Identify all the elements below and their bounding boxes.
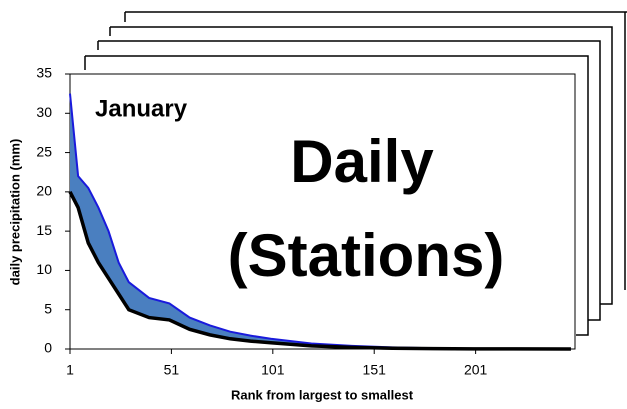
frame — [125, 11, 627, 290]
big-title: (Stations) — [228, 222, 505, 289]
y-tick-label: 10 — [36, 261, 52, 277]
y-tick-label: 15 — [36, 222, 52, 238]
x-tick-label: 101 — [261, 362, 285, 378]
x-tick-label: 51 — [164, 362, 180, 378]
y-tick-label: 35 — [36, 65, 52, 81]
x-tick-label: 1 — [66, 362, 74, 378]
y-axis-label: daily precipitation (mm) — [7, 139, 22, 286]
frame — [84, 12, 126, 70]
x-tick-label: 151 — [363, 362, 387, 378]
y-tick-label: 25 — [36, 143, 52, 159]
y-tick-label: 0 — [44, 340, 52, 356]
marks — [68, 93, 571, 351]
series-line — [68, 191, 571, 351]
big-title: Daily — [290, 128, 434, 195]
y-tick-label: 5 — [44, 300, 52, 316]
y-tick-label: 30 — [36, 104, 52, 120]
month-label: January — [95, 95, 188, 122]
x-tick-label: 201 — [464, 362, 488, 378]
y-tick-label: 20 — [36, 183, 52, 199]
x-axis-label: Rank from largest to smallest — [231, 387, 414, 402]
